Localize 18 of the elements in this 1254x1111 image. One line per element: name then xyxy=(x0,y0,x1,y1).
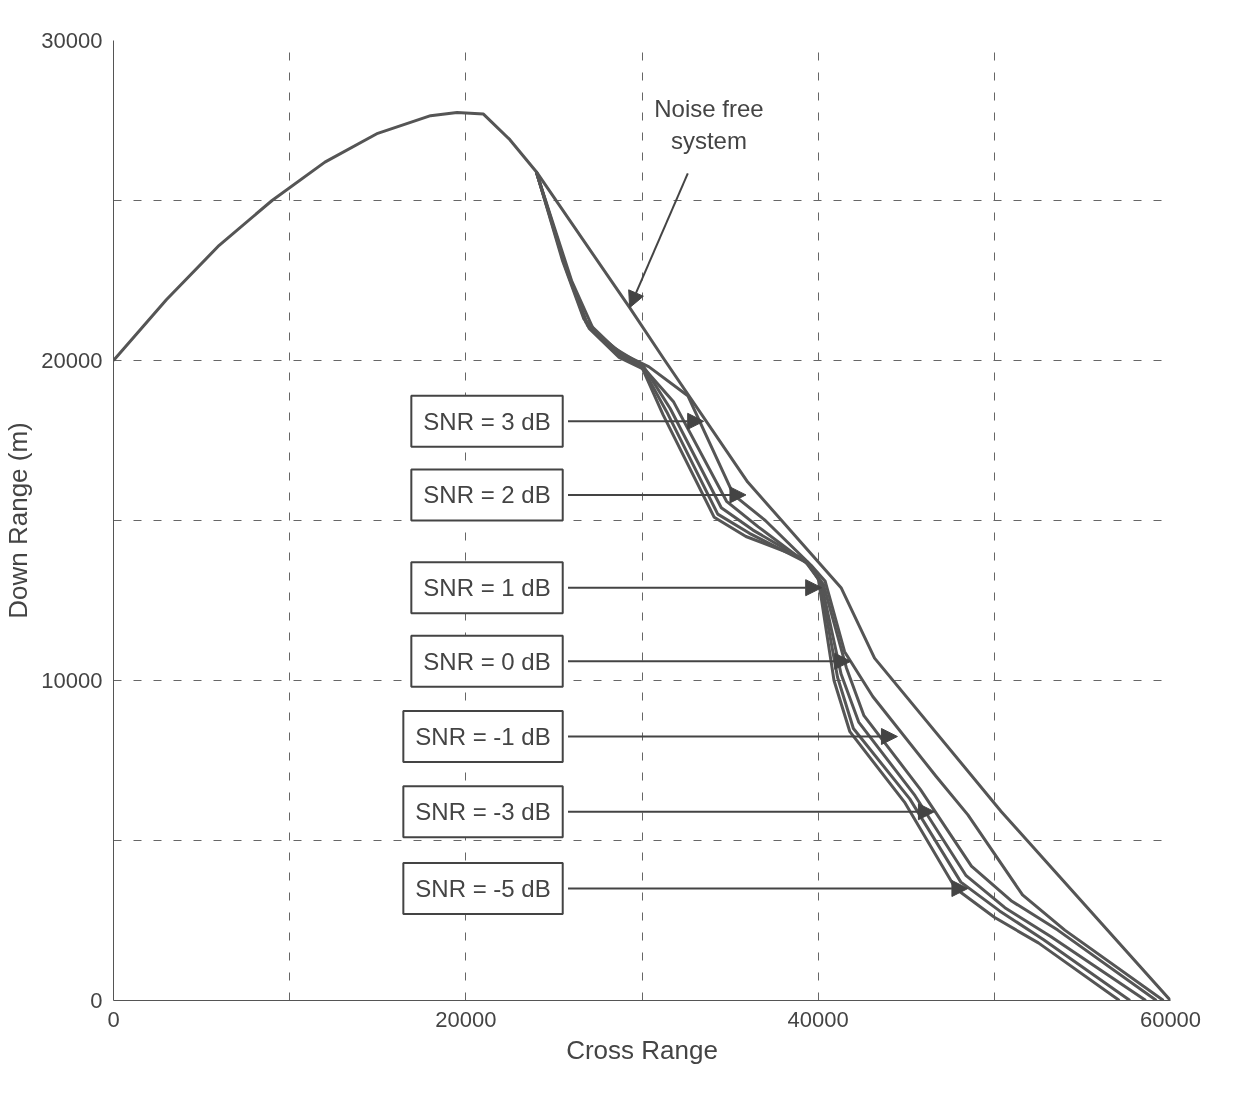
annotation: SNR = -1 dB xyxy=(415,723,551,750)
y-tick-label: 0 xyxy=(90,988,103,1013)
annotation: SNR = 2 dB xyxy=(423,481,551,509)
annotation: SNR = -3 dB xyxy=(415,798,551,826)
x-tick-label: 40000 xyxy=(787,1006,849,1032)
annotation: SNR = 3 dB xyxy=(423,407,551,435)
annotation: Noise free system xyxy=(654,94,764,155)
x-axis-title: Cross Range xyxy=(566,1034,718,1065)
annotation: SNR = -5 dB xyxy=(415,875,551,902)
x-tick-label: 20000 xyxy=(435,1006,497,1032)
x-tick-label: 60000 xyxy=(1139,1006,1202,1032)
x-tick-label: 0 xyxy=(107,1006,120,1032)
annotation: SNR = 1 dB xyxy=(423,574,551,602)
annotation: SNR = 0 dB xyxy=(423,647,551,675)
y-tick-label: 10000 xyxy=(41,668,103,693)
y-tick-label: 30000 xyxy=(41,28,103,53)
y-axis-title: Down Range (m) xyxy=(3,422,34,619)
y-tick-label: 20000 xyxy=(41,348,103,373)
